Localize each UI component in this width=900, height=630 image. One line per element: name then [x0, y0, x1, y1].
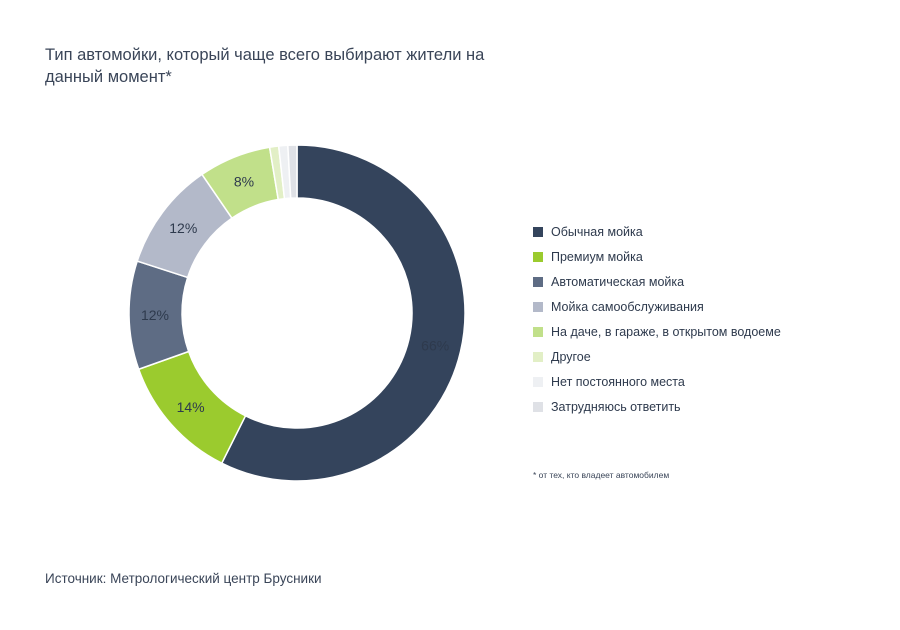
legend-label: Нет постоянного места — [551, 374, 685, 389]
legend-item: Затрудняюсь ответить — [533, 394, 781, 419]
slice-value-label: 8% — [234, 173, 254, 189]
donut-slice — [287, 144, 298, 199]
legend-label: Затрудняюсь ответить — [551, 399, 681, 414]
chart-legend: Обычная мойка Премиум мойка Автоматическая… — [533, 219, 781, 419]
legend-label: На даче, в гараже, в открытом водоеме — [551, 324, 781, 339]
source-note: Источник: Метрологический центр Брусники — [45, 571, 322, 586]
legend-label: Другое — [551, 349, 591, 364]
footnote: * от тех, кто владеет автомобилем — [533, 470, 670, 480]
legend-swatch — [533, 276, 543, 287]
legend-label: Автоматическая мойка — [551, 274, 685, 289]
legend-item: Нет постоянного места — [533, 369, 781, 394]
legend-item: Мойка самообслуживания — [533, 294, 781, 319]
legend-swatch — [533, 226, 543, 237]
legend-label: Премиум мойка — [551, 249, 643, 264]
legend-swatch — [533, 351, 543, 362]
legend-item: Автоматическая мойка — [533, 269, 781, 294]
legend-item: Другое — [533, 344, 781, 369]
legend-item: Обычная мойка — [533, 219, 781, 244]
legend-label: Мойка самообслуживания — [551, 299, 704, 314]
chart-title: Тип автомойки, который чаще всего выбира… — [45, 46, 485, 86]
slice-value-label: 12% — [141, 307, 169, 323]
slice-value-label: 66% — [421, 338, 449, 354]
legend-item: На даче, в гараже, в открытом водоеме — [533, 319, 781, 344]
slice-value-label: 14% — [177, 399, 205, 415]
legend-swatch — [533, 326, 543, 337]
legend-item: Премиум мойка — [533, 244, 781, 269]
legend-swatch — [533, 251, 543, 262]
legend-swatch — [533, 401, 543, 412]
donut-slice — [220, 144, 466, 482]
legend-swatch — [533, 376, 543, 387]
legend-swatch — [533, 301, 543, 312]
slice-value-label: 12% — [169, 220, 197, 236]
legend-label: Обычная мойка — [551, 224, 643, 239]
